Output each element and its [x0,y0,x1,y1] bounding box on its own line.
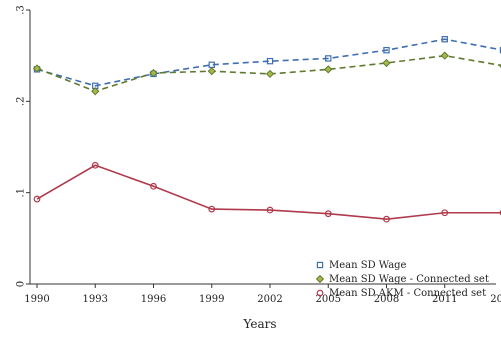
legend-label-2: Mean SD Wage - Connected set [329,274,489,285]
series-3-point [91,161,99,169]
x-tick-label: 2014 [490,294,501,305]
series-1-point [266,57,274,65]
legend-marker-2 [315,274,325,284]
series-2-point [149,68,158,78]
series-2-point [324,65,333,74]
x-tick-label: 2002 [257,294,282,305]
x-tick-label: 1993 [83,294,108,305]
series-3-point [499,210,501,216]
series-2-point [207,67,216,76]
y-tick-label: 0 [16,281,27,287]
series-3-point [441,209,449,217]
y-tick-label: .1 [16,188,27,198]
series-line-1 [36,38,501,87]
y-tick-label: .2 [16,97,27,107]
y-tick-label: .3 [16,5,27,15]
series-2-point [91,87,100,96]
series-3-point [208,205,216,213]
x-tick-label: 2008 [374,294,399,305]
x-axis-title: Years [242,317,276,331]
series-line-3 [36,164,501,220]
series-2-point [32,64,42,73]
series-3-point [324,210,332,218]
series-3-point [150,182,157,190]
series-1-point [383,46,390,54]
x-tick-label: 1999 [199,294,224,305]
x-tick-label: 1996 [141,294,166,305]
series-3-point [383,215,390,223]
x-tick-label: 2011 [432,294,457,305]
legend-label-3: Mean SD AKM - Connected set [329,288,486,299]
series-2-point [440,51,449,60]
series-1-point [325,55,332,62]
series-1-point [441,36,448,43]
x-tick-label: 1990 [24,294,49,305]
legend-marker-3 [316,289,324,297]
legend-label-1: Mean SD Wage [329,260,407,271]
series-2-point [382,58,391,68]
series-1-point [499,46,501,54]
series-3-point [33,195,41,203]
series-3-point [266,206,274,214]
x-tick-label: 2005 [316,294,341,305]
legend-marker-1 [316,261,324,269]
series-2-point [265,69,275,79]
